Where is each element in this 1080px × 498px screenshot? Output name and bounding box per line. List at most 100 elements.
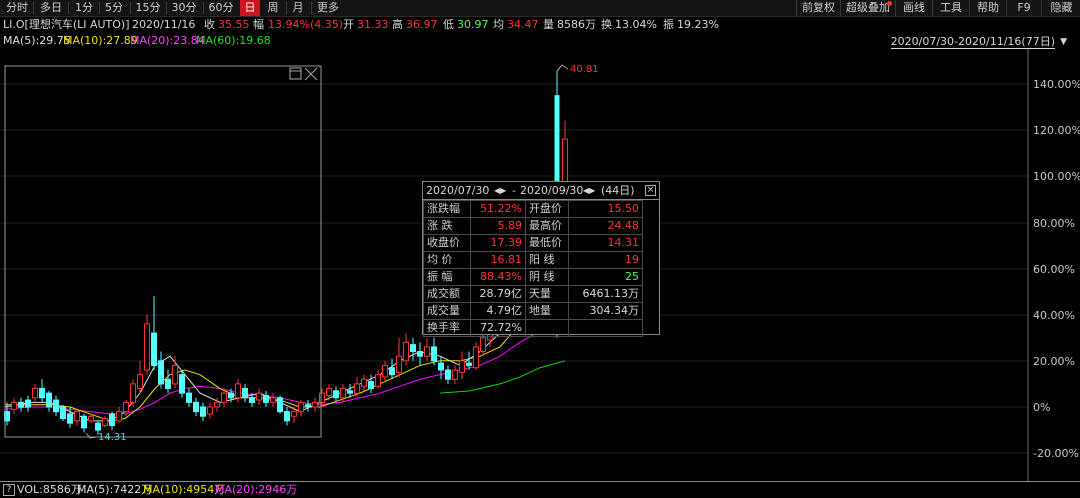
tab-60min[interactable]: 60分	[208, 1, 234, 14]
close-icon[interactable]	[304, 67, 318, 81]
stat-value: 15.50	[568, 200, 643, 218]
stat-label: 成交额	[423, 285, 471, 303]
divider	[166, 2, 167, 14]
amplitude-label: 振	[663, 18, 674, 31]
avg-label: 均	[493, 18, 504, 31]
table-row: 收盘价 17.39 最低价 14.31	[423, 234, 643, 252]
adjust-forward-button[interactable]: 前复权	[796, 0, 840, 16]
restore-icon[interactable]	[289, 67, 302, 80]
start-stepper-icon[interactable]: ◀▶	[494, 186, 507, 195]
help-icon[interactable]: ?	[3, 484, 15, 496]
stat-value: 14.31	[568, 234, 643, 252]
stat-label: 收盘价	[423, 234, 471, 252]
range-end-date: 2020/09/30	[520, 184, 584, 197]
y-tick-label: 60.00%	[1033, 263, 1075, 276]
tab-timeshare[interactable]: 分时	[6, 1, 28, 14]
end-stepper-icon[interactable]: ◀▶	[583, 186, 596, 195]
table-row: 涨 跌 5.89 最高价 24.48	[423, 217, 643, 235]
vol-ma5: MA(5):7422万	[77, 483, 153, 496]
ma10-line	[5, 323, 521, 422]
help-button[interactable]: 帮助	[969, 0, 1006, 16]
table-row: 换手率 72.72%	[423, 319, 643, 337]
volume-legend-bar: ? VOL:8586万 MA(5):7422万 MA(10):4954万 MA(…	[0, 481, 1080, 498]
stat-value: 72.72%	[470, 319, 526, 337]
low-marker	[85, 432, 97, 439]
y-tick-label: 0%	[1033, 401, 1051, 414]
stat-value	[568, 319, 643, 337]
table-row: 均 价 16.81 阳 线 19	[423, 251, 643, 269]
stat-label: 天量	[525, 285, 569, 303]
stat-value: 304.34万	[568, 302, 643, 320]
stat-label: 最低价	[525, 234, 569, 252]
close-icon[interactable]: ×	[645, 185, 656, 196]
stat-value: 16.81	[470, 251, 526, 269]
stat-value: 6461.13万	[568, 285, 643, 303]
tab-more[interactable]: 更多	[317, 1, 339, 14]
date-range-label[interactable]: 2020/07/30-2020/11/16(77日)	[890, 35, 1055, 49]
stat-value: 28.79亿	[470, 285, 526, 303]
high-value: 36.97	[406, 18, 438, 31]
notification-dot	[887, 1, 892, 6]
tab-5min[interactable]: 5分	[105, 1, 123, 14]
volume-value: 8586万	[557, 18, 596, 31]
tab-weekly[interactable]: 周	[267, 1, 279, 14]
high-marker	[556, 64, 569, 72]
stat-value: 25	[568, 268, 643, 286]
tab-30min[interactable]: 30分	[171, 1, 197, 14]
stat-label: 均 价	[423, 251, 471, 269]
low-annotation: 14.31	[98, 432, 127, 443]
low-value: 30.97	[457, 18, 489, 31]
y-tick-label: 80.00%	[1033, 217, 1075, 230]
tab-multiday[interactable]: 多日	[40, 1, 62, 14]
stat-label: 开盘价	[525, 200, 569, 218]
stat-label: 涨 跌	[423, 217, 471, 235]
y-tick-label: -20.00%	[1033, 447, 1079, 460]
ma60-line	[439, 360, 566, 394]
divider	[286, 2, 287, 14]
divider	[203, 2, 204, 14]
popup-header: 2020/07/30 ◀▶ - 2020/09/30 ◀▶ (44日) ×	[423, 182, 659, 200]
interval-stats-popup: 2020/07/30 ◀▶ - 2020/09/30 ◀▶ (44日) × 涨跌…	[422, 181, 660, 337]
stat-label: 涨跌幅	[423, 200, 471, 218]
y-tick-label: 40.00%	[1033, 309, 1075, 322]
low-label: 低	[443, 18, 454, 31]
chevron-down-icon[interactable]: ▼	[1060, 37, 1067, 47]
stat-label: 地量	[525, 302, 569, 320]
table-row: 成交额 28.79亿 天量 6461.13万	[423, 285, 643, 303]
tab-1min[interactable]: 1分	[75, 1, 93, 14]
divider	[311, 2, 312, 14]
vol-ma20: MA(20):2946万	[215, 483, 298, 496]
stat-label: 最高价	[525, 217, 569, 235]
divider	[68, 2, 69, 14]
super-overlay-button[interactable]: 超级叠加	[840, 0, 895, 16]
stat-label: 阳 线	[525, 251, 569, 269]
range-start-date: 2020/07/30	[426, 184, 490, 197]
turnover-label: 换	[601, 18, 612, 31]
stat-label: 成交量	[423, 302, 471, 320]
divider	[130, 2, 131, 14]
y-tick-label: 100.00%	[1033, 170, 1080, 183]
stats-table: 涨跌幅 51.22% 开盘价 15.50 涨 跌 5.89 最高价 24.48 …	[423, 200, 643, 337]
close-label: 收	[204, 18, 215, 31]
y-tick-label: 120.00%	[1033, 124, 1080, 137]
high-label: 高	[392, 18, 403, 31]
change-label: 幅	[253, 18, 264, 31]
hide-button[interactable]: 隐藏	[1041, 0, 1080, 16]
range-separator: -	[512, 184, 516, 197]
ticker-name: LI.O[理想汽车(LI AUTO)]	[3, 18, 130, 31]
open-label: 开	[343, 18, 354, 31]
stat-label: 振 幅	[423, 268, 471, 286]
high-annotation: 40.81	[570, 64, 599, 75]
f9-button[interactable]: F9	[1006, 0, 1041, 16]
tab-15min[interactable]: 15分	[135, 1, 161, 14]
tab-daily[interactable]: 日	[240, 0, 260, 16]
stat-value: 24.48	[568, 217, 643, 235]
table-row: 涨跌幅 51.22% 开盘价 15.50	[423, 200, 643, 218]
draw-line-button[interactable]: 画线	[895, 0, 932, 16]
tab-monthly[interactable]: 月	[292, 1, 304, 14]
stat-label	[525, 319, 569, 337]
stat-value: 19	[568, 251, 643, 269]
range-day-count: (44日)	[601, 184, 635, 197]
stat-label: 阴 线	[525, 268, 569, 286]
tools-button[interactable]: 工具	[932, 0, 969, 16]
